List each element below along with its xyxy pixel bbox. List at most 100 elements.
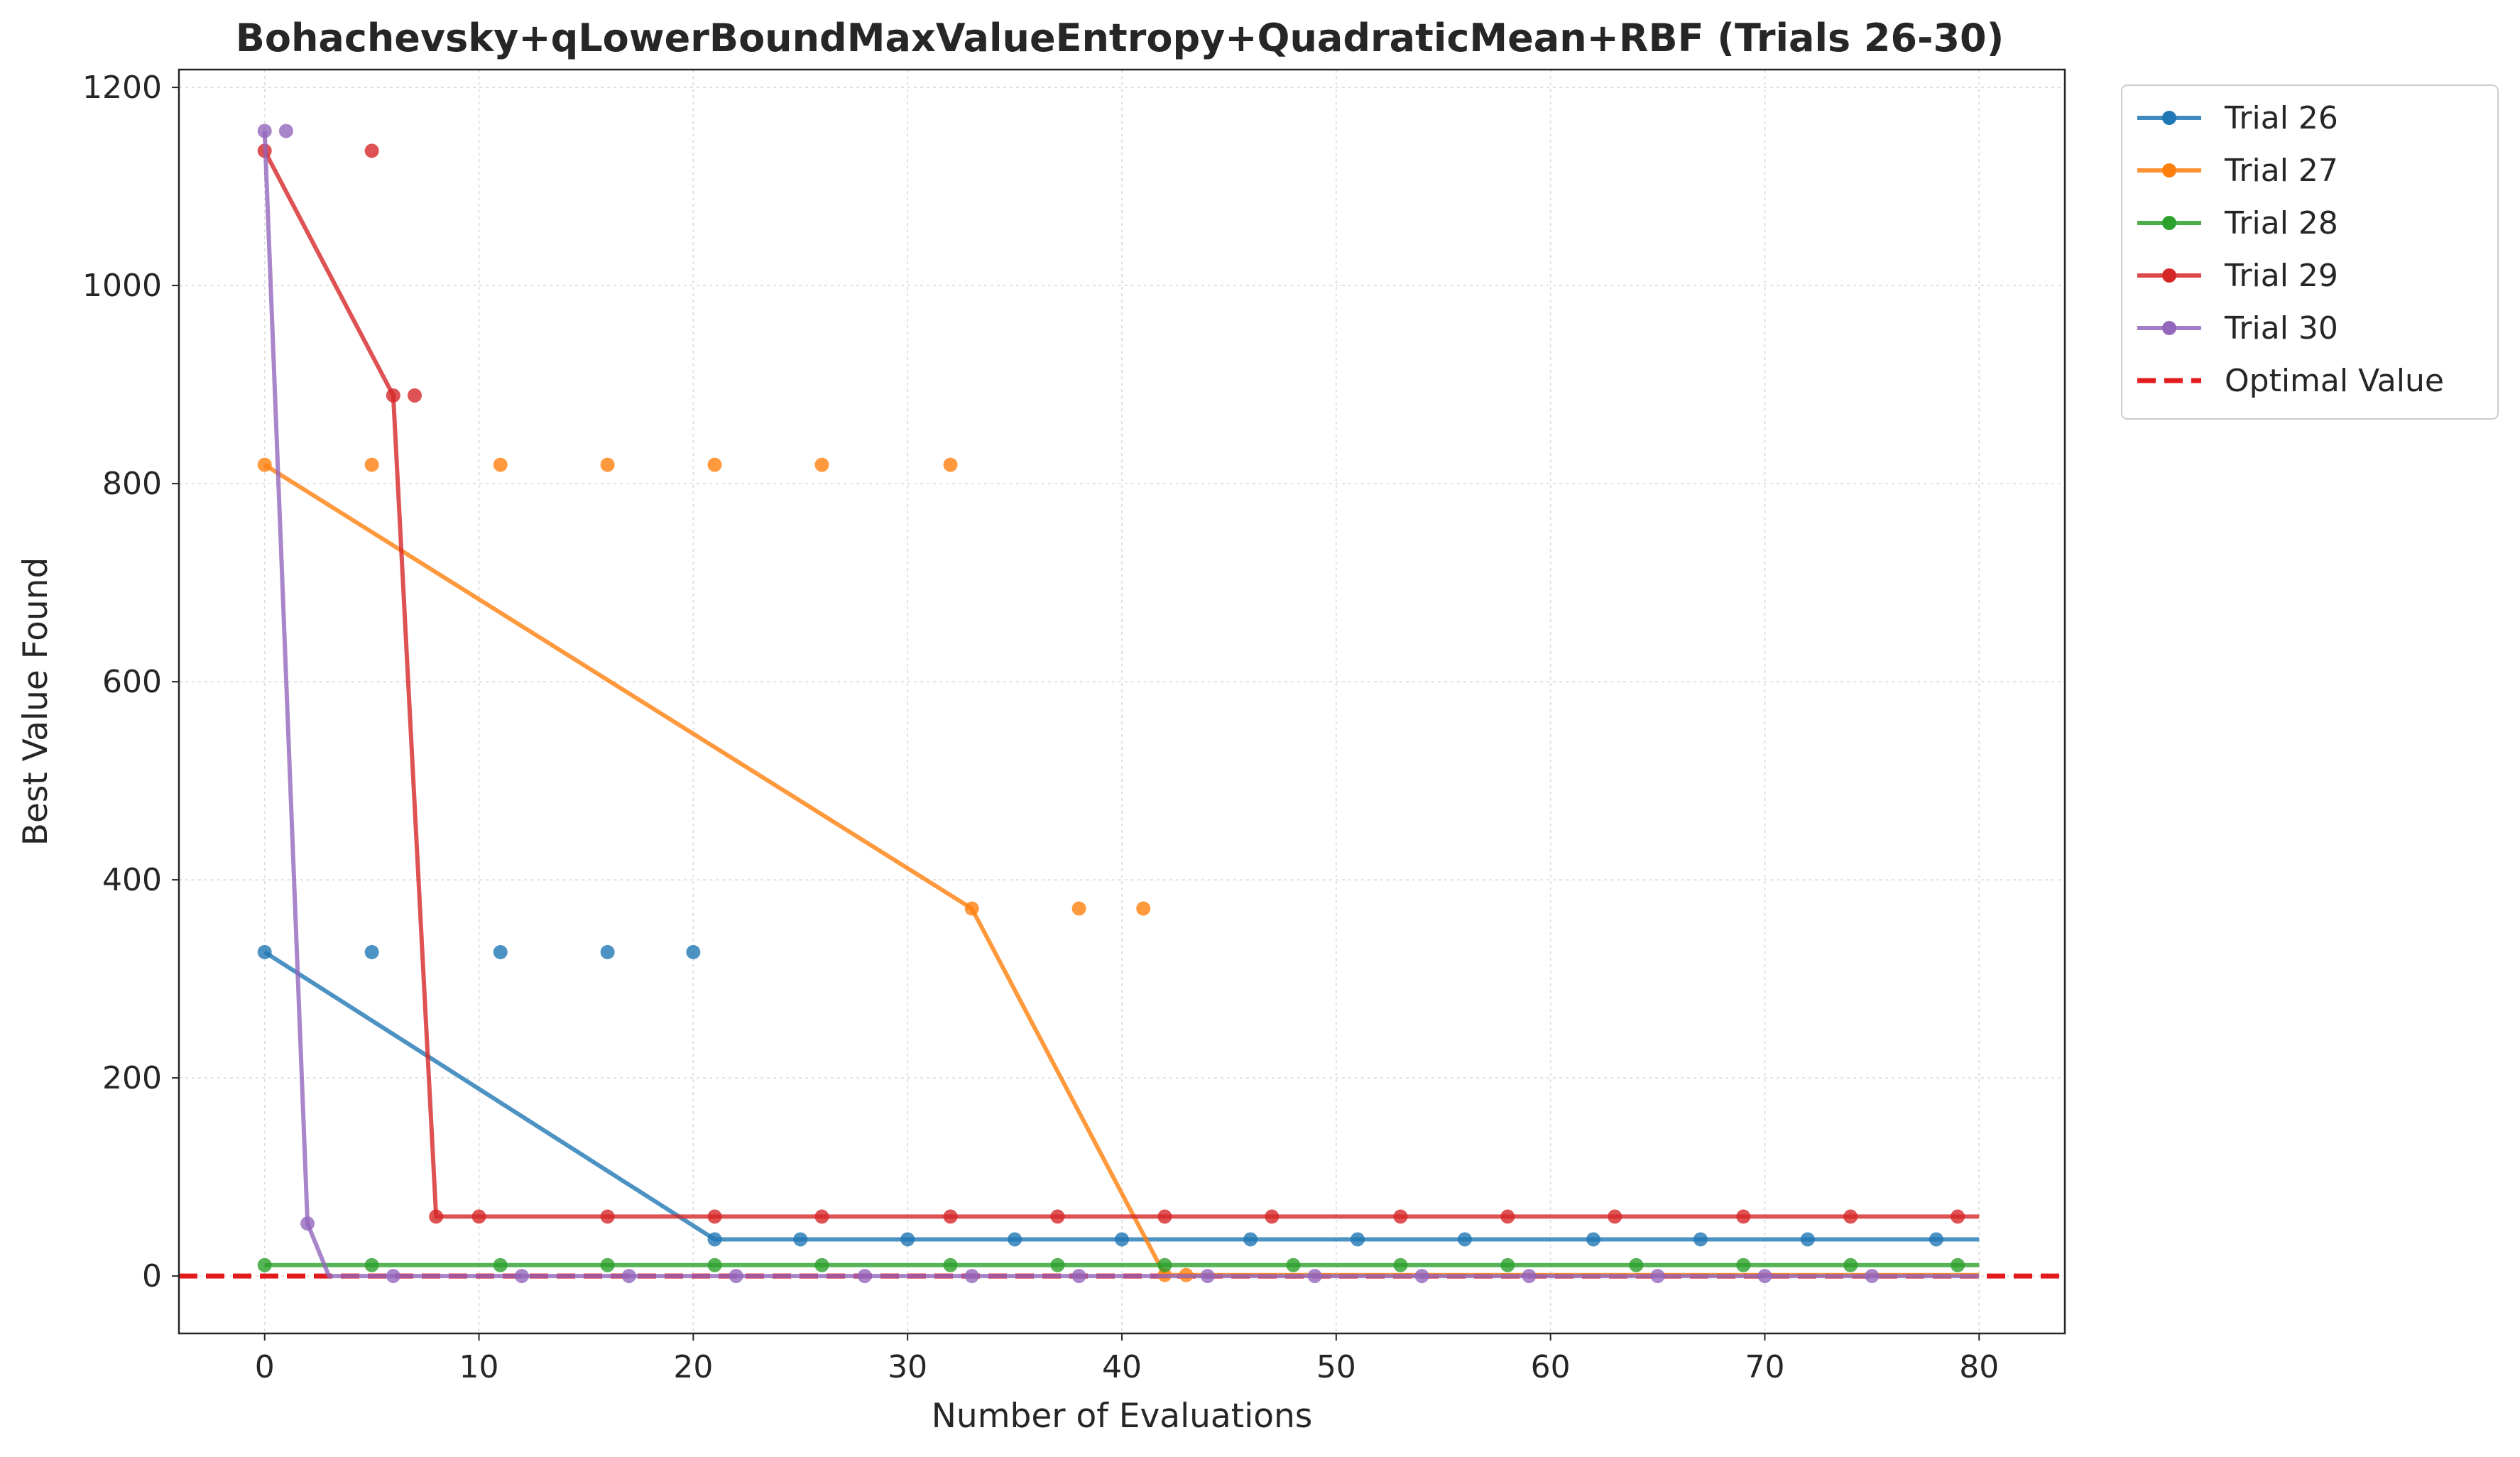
data-point <box>707 1209 722 1224</box>
series-line <box>262 131 1980 1279</box>
data-point <box>814 1209 829 1224</box>
legend-entry: Optimal Value <box>2137 363 2444 399</box>
legend-label: Trial 29 <box>2224 258 2338 294</box>
data-point <box>1136 901 1151 916</box>
series-layer <box>257 124 1980 1284</box>
data-point <box>707 1257 722 1272</box>
data-point <box>686 944 701 959</box>
data-point <box>514 1269 529 1284</box>
data-point <box>1157 1257 1172 1272</box>
data-point <box>364 1257 379 1272</box>
y-tick-label: 600 <box>102 664 162 700</box>
data-point <box>1736 1209 1751 1224</box>
series-trial-5 <box>257 124 1980 1284</box>
y-tick-label: 400 <box>102 862 162 898</box>
legend-swatch-marker <box>2162 268 2176 283</box>
data-point <box>1757 1269 1772 1284</box>
data-point <box>600 944 615 959</box>
data-point <box>1393 1257 1408 1272</box>
legend-entry: Trial 28 <box>2137 205 2338 241</box>
data-point <box>364 143 379 158</box>
data-point <box>943 1209 958 1224</box>
series-line <box>263 150 1980 1219</box>
data-point <box>1951 1257 1965 1272</box>
series-trial-3 <box>257 1257 1980 1272</box>
y-tick-label: 1000 <box>82 268 162 304</box>
legend-label: Trial 26 <box>2224 100 2338 136</box>
data-point <box>364 944 379 959</box>
data-point <box>257 457 272 472</box>
data-point <box>257 1257 272 1272</box>
data-point <box>900 1232 915 1247</box>
data-point <box>1071 901 1086 916</box>
legend-entry: Trial 27 <box>2137 153 2338 189</box>
y-axis-ticks: 0 200 400 600 800 1000 1200 <box>82 70 179 1294</box>
data-point <box>729 1269 743 1284</box>
data-point <box>964 901 979 916</box>
data-point <box>600 1257 615 1272</box>
y-tick-label: 800 <box>102 466 162 502</box>
data-point <box>1414 1269 1429 1284</box>
data-point <box>278 124 293 138</box>
legend-swatch-marker <box>2162 163 2176 178</box>
y-tick-label: 0 <box>142 1258 162 1294</box>
data-point <box>600 1209 615 1224</box>
data-point <box>1843 1257 1858 1272</box>
data-point <box>1008 1232 1022 1247</box>
legend-entry: Trial 29 <box>2137 258 2338 294</box>
chart-title: Bohachevsky+qLowerBoundMaxValueEntropy+Q… <box>236 16 2004 60</box>
x-axis-ticks: 0 10 20 30 40 50 60 70 80 <box>255 1333 1999 1385</box>
x-tick-label: 0 <box>255 1349 275 1385</box>
x-tick-label: 10 <box>459 1349 499 1385</box>
data-point <box>1843 1209 1858 1224</box>
data-point <box>1243 1232 1258 1247</box>
legend-label: Trial 28 <box>2224 205 2338 241</box>
data-point <box>1865 1269 1880 1284</box>
data-point <box>1586 1232 1600 1247</box>
data-point <box>1200 1269 1215 1284</box>
data-point <box>364 457 379 472</box>
data-point <box>1608 1209 1622 1224</box>
data-point <box>1457 1232 1472 1247</box>
data-point <box>1650 1269 1665 1284</box>
data-point <box>814 457 829 472</box>
data-point <box>964 1269 979 1284</box>
y-tick-label: 200 <box>102 1060 162 1096</box>
series-trial-1 <box>257 944 1980 1247</box>
data-point <box>1629 1257 1644 1272</box>
legend-entry: Trial 26 <box>2137 100 2338 136</box>
data-point <box>1265 1209 1280 1224</box>
data-point <box>1050 1257 1065 1272</box>
y-axis-label: Best Value Found <box>16 557 55 846</box>
x-tick-label: 70 <box>1745 1349 1784 1385</box>
data-point <box>1522 1269 1537 1284</box>
data-point <box>493 1257 508 1272</box>
data-point <box>1500 1257 1515 1272</box>
data-point <box>429 1209 444 1224</box>
data-point <box>707 457 722 472</box>
data-point <box>257 944 272 959</box>
data-point <box>1500 1209 1515 1224</box>
data-point <box>1050 1209 1065 1224</box>
data-point <box>1286 1257 1301 1272</box>
data-point <box>1071 1269 1086 1284</box>
data-point <box>793 1232 808 1247</box>
x-tick-label: 60 <box>1531 1349 1571 1385</box>
data-point <box>408 388 422 403</box>
legend-entry: Trial 30 <box>2137 310 2338 346</box>
legend-swatch-marker <box>2162 111 2176 125</box>
x-axis-label: Number of Evaluations <box>932 1397 1312 1436</box>
data-point <box>493 944 508 959</box>
legend-swatch-marker <box>2162 216 2176 230</box>
data-point <box>386 1269 400 1284</box>
x-tick-label: 50 <box>1316 1349 1356 1385</box>
data-point <box>1307 1269 1322 1284</box>
x-tick-label: 80 <box>1959 1349 1999 1385</box>
data-point <box>943 457 958 472</box>
data-point <box>300 1216 315 1231</box>
data-point <box>1800 1232 1815 1247</box>
legend-box <box>2121 84 2499 420</box>
data-point <box>1929 1232 1943 1247</box>
